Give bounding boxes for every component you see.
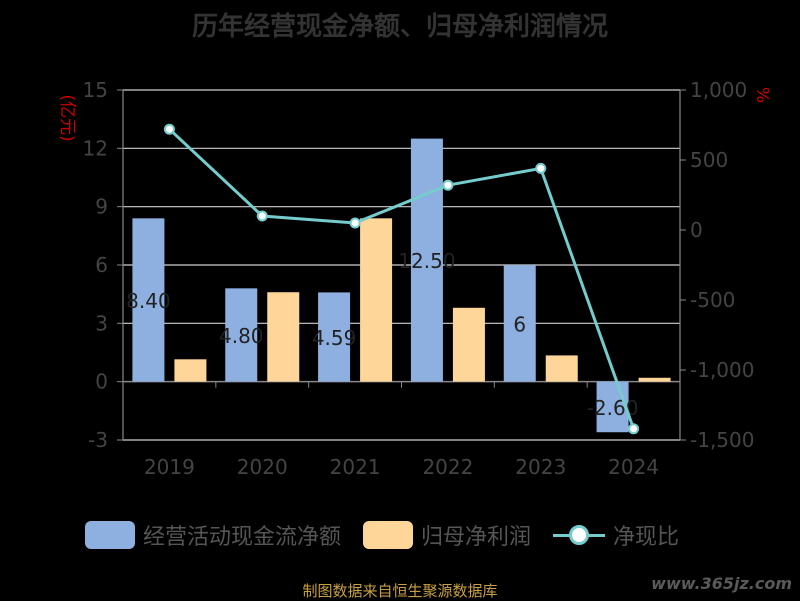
bar-net-profit: [545, 355, 578, 382]
bar-cash-flow: [503, 265, 536, 382]
y-right-tick-label: 1,000: [690, 78, 747, 102]
legend-line-ratio: [553, 521, 606, 549]
y-right-unit-label: %: [752, 87, 772, 103]
line-ratio: [168, 128, 635, 430]
y-left-tick-label: -3: [88, 428, 108, 452]
bar-net-profit: [638, 377, 671, 382]
x-tick-label: 2024: [608, 455, 659, 479]
x-tick-label: 2023: [515, 455, 566, 479]
point-ratio: [535, 162, 547, 174]
y-left-tick-label: 12: [83, 136, 108, 160]
point-ratio: [442, 179, 454, 191]
point-ratio: [349, 217, 361, 229]
y-left-tick-label: 15: [83, 78, 108, 102]
data-label-cash-flow: 8.40: [126, 289, 171, 313]
data-label-cash-flow: 12.50: [398, 249, 455, 273]
x-tick-label: 2019: [144, 455, 195, 479]
y-left-unit-label: (亿元): [57, 94, 77, 141]
y-left-tick-label: 3: [95, 311, 108, 335]
y-right-tick-label: -1,500: [690, 428, 754, 452]
x-tick-label: 2022: [422, 455, 473, 479]
legend-swatch-net-profit: [363, 521, 414, 549]
point-ratio: [163, 123, 175, 135]
bar-net-profit: [360, 218, 393, 382]
y-left-tick-label: 9: [95, 195, 108, 219]
data-label-cash-flow: 4.80: [219, 324, 264, 348]
y-right-tick-label: 0: [690, 218, 703, 242]
watermark: www.365jz.com: [651, 574, 792, 593]
y-right-tick-label: 500: [690, 148, 728, 172]
point-ratio: [256, 210, 268, 222]
y-right-tick-label: -500: [690, 288, 735, 312]
y-right-tick-label: -1,000: [690, 358, 754, 382]
x-tick-label: 2020: [237, 455, 288, 479]
x-tick-label: 2021: [330, 455, 381, 479]
legend-label-net-profit: 归母净利润: [421, 525, 532, 550]
bar-cash-flow: [596, 381, 629, 433]
legend-item-net-profit[interactable]: 归母净利润: [363, 519, 531, 551]
legend-swatch-cash-flow: [85, 521, 135, 549]
bar-cash-flow: [410, 138, 443, 382]
y-left-tick-label: 0: [95, 370, 108, 394]
chart-legend: 经营活动现金流净额 归母净利润 净现比: [85, 518, 701, 552]
y-left-tick-label: 6: [95, 253, 108, 277]
data-label-cash-flow: 6: [513, 312, 526, 336]
bar-cash-flow: [225, 288, 258, 382]
legend-label-ratio: 净现比: [613, 525, 680, 550]
bar-cash-flow: [132, 218, 165, 382]
chart-title: 历年经营现金净额、归母净利润情况: [191, 12, 608, 42]
bar-net-profit: [174, 359, 207, 382]
point-ratio: [628, 423, 640, 435]
chart-svg: 15 12 9 6 3 0 -3 1,000 500 0 -500 -1,000 -1,500 (亿元)%…: [57, 78, 772, 479]
bar-net-profit: [267, 292, 300, 382]
bar-cash-flow: [318, 292, 351, 382]
data-source-note: 制图数据来自恒生聚源数据库: [302, 582, 498, 600]
data-label-cash-flow: 4.59: [312, 326, 357, 350]
legend-item-ratio[interactable]: 净现比: [553, 519, 679, 551]
bar-net-profit: [452, 307, 485, 382]
legend-label-cash-flow: 经营活动现金流净额: [143, 525, 342, 550]
legend-item-cash-flow[interactable]: 经营活动现金流净额: [85, 519, 341, 551]
